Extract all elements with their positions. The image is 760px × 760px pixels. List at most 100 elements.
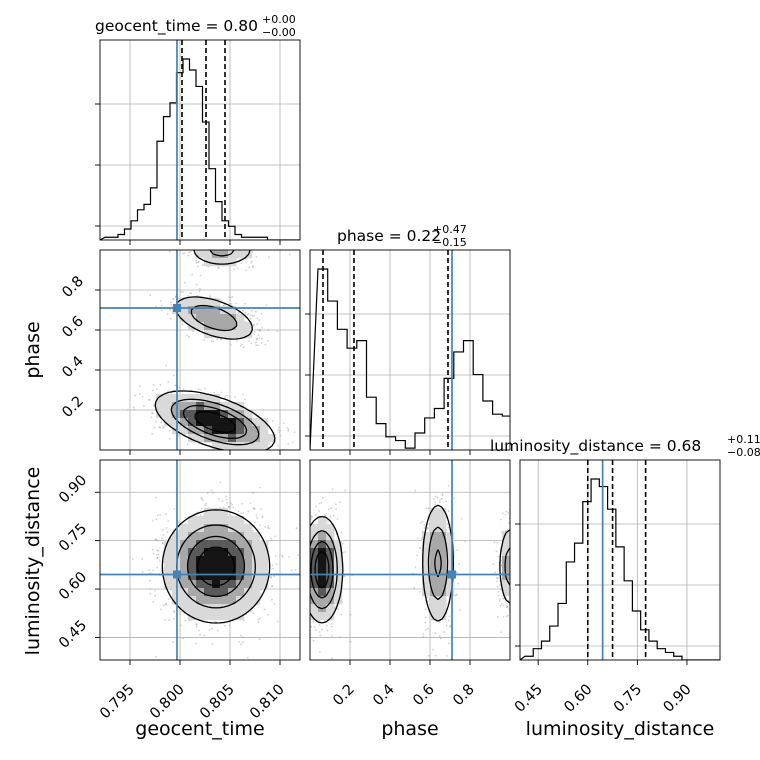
sample-point xyxy=(190,292,193,295)
sample-point xyxy=(138,385,141,388)
density-cell xyxy=(228,540,237,549)
sample-point xyxy=(245,269,247,272)
sample-point xyxy=(156,566,159,569)
sample-point xyxy=(517,534,519,536)
density-cell xyxy=(228,596,237,605)
density-cell xyxy=(180,588,189,597)
density-cell xyxy=(236,442,245,450)
sample-point xyxy=(246,246,248,248)
sample-point xyxy=(515,575,517,577)
sample-point xyxy=(502,597,505,600)
sample-point xyxy=(195,247,197,249)
sample-point xyxy=(517,533,519,535)
sample-point xyxy=(151,412,154,414)
luminosity_distance-vs-geocent_time xyxy=(95,459,301,665)
sample-point xyxy=(152,552,155,555)
sample-point xyxy=(308,612,310,614)
sample-point xyxy=(164,618,167,621)
sample-point xyxy=(241,502,244,505)
density-cell xyxy=(196,548,205,557)
sample-point xyxy=(499,518,502,521)
density-cell xyxy=(164,394,173,403)
density-cell xyxy=(260,580,269,589)
sample-point xyxy=(268,527,270,530)
density-cell xyxy=(204,612,213,621)
sample-point xyxy=(318,502,321,505)
sample-point xyxy=(199,274,202,277)
sample-point xyxy=(195,259,198,262)
sample-point xyxy=(222,248,224,250)
density-cell xyxy=(156,402,165,411)
sample-point xyxy=(236,244,238,246)
sample-point xyxy=(156,549,159,552)
contour-line xyxy=(197,546,235,587)
sample-point xyxy=(155,496,157,499)
sample-point xyxy=(342,551,344,554)
density-cell xyxy=(212,298,221,307)
sample-point xyxy=(517,592,519,594)
sample-point xyxy=(143,405,145,407)
sample-point xyxy=(517,574,519,576)
density-cell xyxy=(196,418,205,427)
density-cell xyxy=(244,604,253,613)
sample-point xyxy=(270,576,272,578)
sample-point xyxy=(268,442,271,445)
density-cell xyxy=(260,434,269,443)
sample-point xyxy=(337,608,339,610)
sample-point xyxy=(238,248,240,250)
density-cell xyxy=(196,532,205,541)
sample-point xyxy=(453,497,456,500)
density-cell xyxy=(260,548,269,557)
sample-point xyxy=(245,242,247,244)
sample-point xyxy=(204,243,206,245)
sample-point xyxy=(194,243,196,245)
density-cell xyxy=(156,394,165,403)
sample-point xyxy=(159,513,162,516)
sample-point xyxy=(163,604,166,607)
sample-point xyxy=(513,574,515,576)
sample-point xyxy=(512,547,514,549)
sample-point xyxy=(236,246,238,248)
density-cell xyxy=(220,556,229,565)
sample-point xyxy=(151,412,154,415)
sample-point xyxy=(133,408,136,411)
sample-point xyxy=(240,262,243,265)
sample-point xyxy=(514,564,516,566)
sample-point xyxy=(154,589,156,592)
sample-point xyxy=(165,364,168,367)
sample-point xyxy=(184,281,186,284)
sample-point xyxy=(184,245,186,247)
density-cell xyxy=(196,540,205,549)
density-cell xyxy=(220,572,229,581)
sample-point xyxy=(220,338,222,341)
density-cell xyxy=(260,418,269,427)
sample-point xyxy=(504,513,507,516)
sample-point xyxy=(421,520,424,523)
sample-point xyxy=(427,655,430,657)
sample-point xyxy=(200,389,203,391)
sample-point xyxy=(179,613,182,615)
density-cell xyxy=(228,516,237,525)
sample-point xyxy=(198,290,201,293)
sample-point xyxy=(203,247,205,249)
density-cell xyxy=(228,306,237,315)
density-cell xyxy=(220,418,229,427)
sample-point xyxy=(500,564,503,567)
sample-point xyxy=(227,506,230,508)
sample-point xyxy=(185,243,187,245)
sample-point xyxy=(216,629,219,632)
density-cell xyxy=(228,548,237,557)
sample-point xyxy=(246,313,249,316)
sample-point xyxy=(252,323,255,326)
hist-steps xyxy=(310,268,510,450)
sample-point xyxy=(512,550,514,552)
sample-point xyxy=(187,245,189,247)
sample-point xyxy=(169,317,172,320)
sample-point xyxy=(313,626,316,628)
sample-point xyxy=(306,596,308,598)
sample-point xyxy=(219,247,221,249)
sample-point xyxy=(438,635,441,638)
sample-point xyxy=(304,537,306,539)
sample-point xyxy=(510,576,512,578)
sample-point xyxy=(186,334,189,337)
